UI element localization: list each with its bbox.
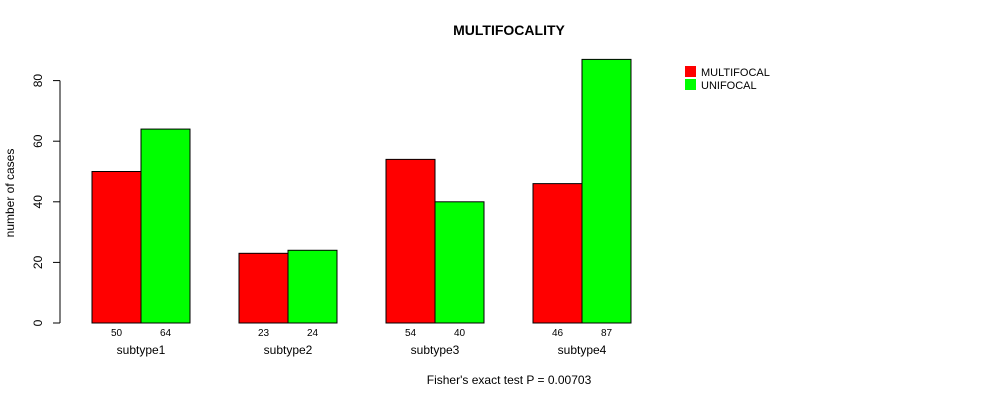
y-tick-label: 60: [31, 134, 45, 148]
category-labels: subtype1 subtype2 subtype3 subtype4: [117, 343, 607, 357]
bar-value-label: 23: [258, 328, 270, 339]
x-axis-label: Fisher's exact test P = 0.00703: [427, 373, 592, 387]
legend-swatch-unifocal: [685, 79, 696, 90]
bar-value-label: 64: [160, 328, 172, 339]
y-tick-label: 40: [31, 195, 45, 209]
y-axis-label: number of cases: [3, 149, 17, 238]
bar-unifocal-subtype3: [434, 201, 485, 324]
bar-unifocal-subtype1: [140, 128, 191, 324]
bar-value-label: 24: [307, 328, 319, 339]
bar-value-label: 40: [454, 328, 466, 339]
y-tick-label: 80: [31, 74, 45, 88]
bar-unifocal-subtype2: [287, 249, 338, 324]
bar-multifocal-subtype1: [91, 171, 142, 324]
y-axis: 0 20 40 60 80: [31, 74, 61, 326]
category-label: subtype4: [558, 343, 607, 357]
bar-multifocal-subtype3: [385, 158, 436, 324]
bar-value-label: 87: [601, 328, 613, 339]
category-label: subtype3: [411, 343, 460, 357]
legend-label: MULTIFOCAL: [701, 67, 770, 79]
y-tick-label: 0: [31, 319, 45, 326]
category-label: subtype1: [117, 343, 166, 357]
chart-title: MULTIFOCALITY: [453, 22, 565, 38]
legend-swatch-multifocal: [685, 66, 696, 77]
y-tick-label: 20: [31, 255, 45, 269]
bar-value-label: 50: [111, 328, 123, 339]
bar-multifocal-subtype2: [238, 252, 289, 324]
bar-multifocal-subtype4: [532, 183, 583, 324]
bar-value-label: 54: [405, 328, 417, 339]
bar-value-labels: 50 64 23 24 54 40 46 87: [111, 328, 613, 339]
bar-unifocal-subtype4: [581, 58, 632, 324]
bars-group: [91, 58, 632, 324]
legend-label: UNIFOCAL: [701, 80, 757, 92]
bar-value-label: 46: [552, 328, 564, 339]
category-label: subtype2: [264, 343, 313, 357]
